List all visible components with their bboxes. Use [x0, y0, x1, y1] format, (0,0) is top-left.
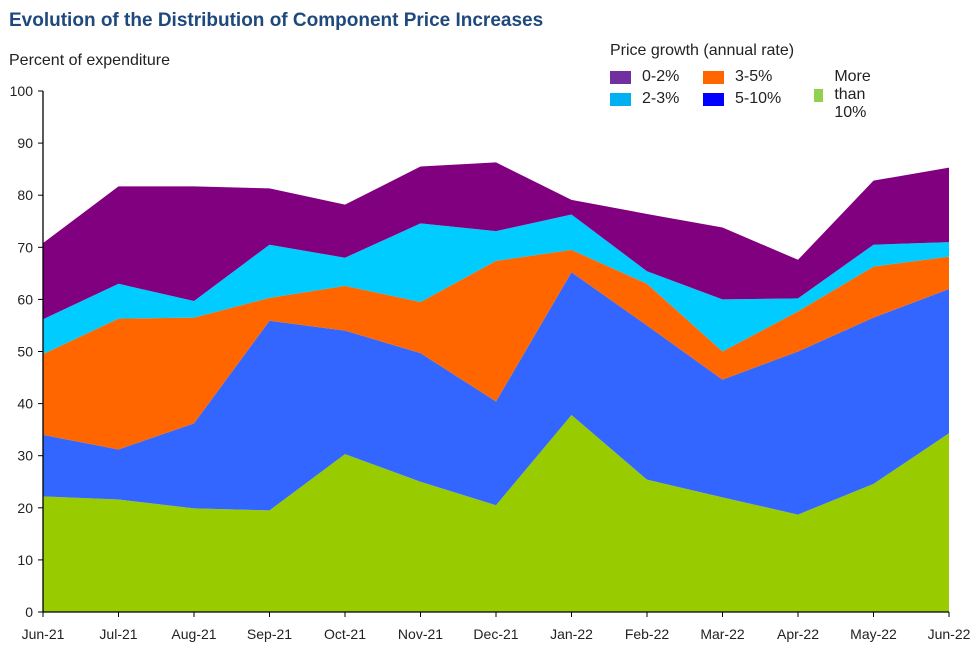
y-tick-label: 90 [17, 135, 33, 151]
x-tick-label: Mar-22 [700, 626, 745, 642]
x-tick-label: Jun-22 [928, 626, 971, 642]
x-tick-label: May-22 [850, 626, 897, 642]
x-tick-label: Aug-21 [171, 626, 216, 642]
area-series-3-5- [43, 249, 949, 450]
y-tick-label: 100 [10, 83, 34, 99]
legend-label: 5-10% [735, 90, 782, 107]
area-series-more-than-10- [43, 415, 949, 612]
legend-item: 0-2% [610, 68, 679, 86]
y-tick-label: 50 [17, 344, 33, 360]
legend-swatch [703, 70, 724, 84]
area-series-0-2- [43, 162, 949, 320]
y-axis-label: Percent of expenditure [9, 52, 170, 69]
legend-label: 3-5% [735, 68, 773, 85]
legend-item: 3-5% [703, 68, 772, 86]
y-tick-label: 80 [17, 187, 33, 203]
x-tick-label: Feb-22 [625, 626, 670, 642]
y-tick-label: 60 [17, 291, 33, 307]
y-tick-label: 70 [17, 239, 33, 255]
x-tick-label: Oct-21 [324, 626, 366, 642]
legend: Price growth (annual rate) 0-2% 2-3% 3-5% 5… [610, 42, 871, 121]
legend-label: 0-2% [642, 68, 680, 85]
area-series-5-10- [43, 272, 949, 515]
legend-swatch [814, 88, 824, 102]
x-tick-label: Dec-21 [473, 626, 518, 642]
y-tick-label: 40 [17, 396, 33, 412]
chart-title: Evolution of the Distribution of Compone… [9, 10, 544, 31]
legend-item: 5-10% [703, 90, 781, 108]
x-tick-label: Apr-22 [777, 626, 819, 642]
x-tick-label: Jan-22 [550, 626, 593, 642]
legend-swatch [703, 92, 724, 106]
legend-label: 2-3% [642, 90, 680, 107]
x-tick-label: Jul-21 [99, 626, 137, 642]
legend-item: More than 10% [814, 68, 882, 122]
legend-item: 2-3% [610, 90, 679, 108]
x-tick-label: Jun-21 [22, 626, 65, 642]
x-tick-label: Sep-21 [247, 626, 292, 642]
legend-swatch [610, 92, 631, 106]
y-tick-label: 0 [25, 604, 33, 620]
area-series-2-3- [43, 214, 949, 355]
y-tick-label: 30 [17, 448, 33, 464]
y-tick-label: 10 [17, 552, 33, 568]
x-tick-label: Nov-21 [398, 626, 443, 642]
legend-label: More than 10% [834, 68, 871, 121]
legend-title: Price growth (annual rate) [610, 42, 795, 59]
y-tick-label: 20 [17, 500, 33, 516]
legend-swatch [610, 70, 631, 84]
